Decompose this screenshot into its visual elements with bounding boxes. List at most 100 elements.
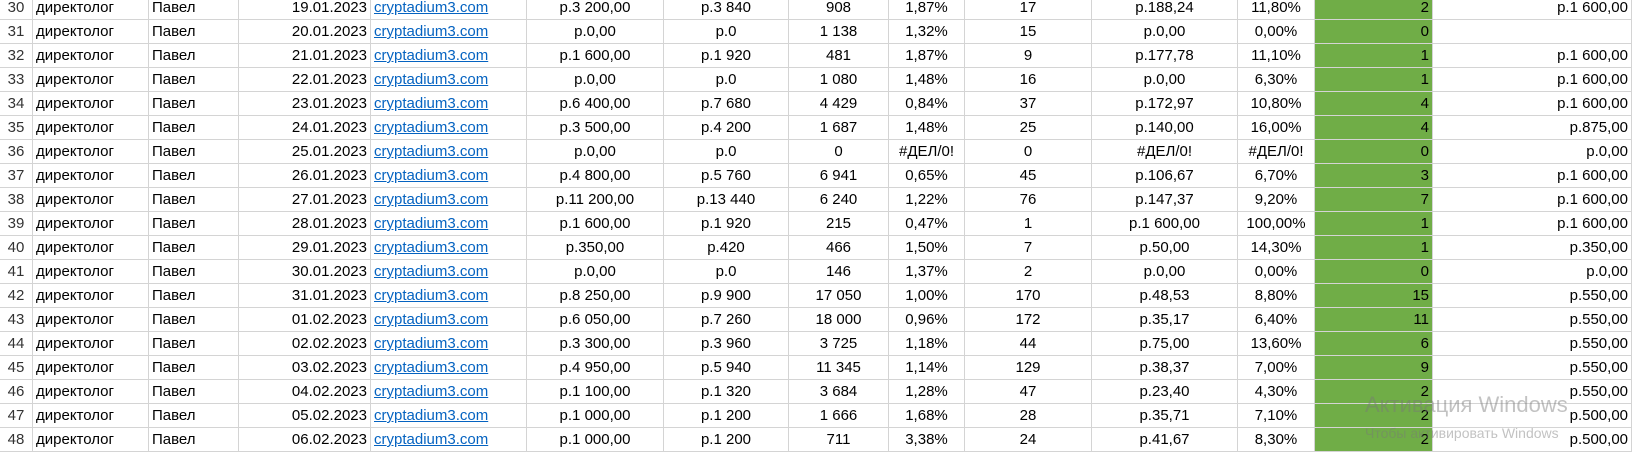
cell-leads: 76 (965, 188, 1092, 212)
cell-sales: 4 (1315, 92, 1433, 116)
cell-leads: 28 (965, 404, 1092, 428)
cell-role: директолог (33, 356, 149, 380)
cell-cpl: р.0,00 (1092, 68, 1238, 92)
cell-clicks: 1 138 (789, 20, 889, 44)
cell-conv: 7,10% (1238, 404, 1315, 428)
cell-link[interactable]: cryptadium3.com (371, 212, 527, 236)
cell-ctr: 0,84% (889, 92, 965, 116)
cell-total: р.13 440 (664, 188, 789, 212)
cell-conv: 11,80% (1238, 0, 1315, 20)
cell-cpl: р.38,37 (1092, 356, 1238, 380)
cell-price: р.1 600,00 (1433, 188, 1632, 212)
cell-ctr: 1,50% (889, 236, 965, 260)
cell-link[interactable]: cryptadium3.com (371, 68, 527, 92)
cell-conv: 6,30% (1238, 68, 1315, 92)
cell-leads: 44 (965, 332, 1092, 356)
cell-date: 19.01.2023 (239, 0, 371, 20)
cell-name: Павел (149, 92, 239, 116)
cell-role: директолог (33, 164, 149, 188)
cell-date: 29.01.2023 (239, 236, 371, 260)
cell-spend: р.3 200,00 (527, 0, 664, 20)
cell-total: р.5 760 (664, 164, 789, 188)
row-number: 43 (0, 308, 33, 332)
cell-link[interactable]: cryptadium3.com (371, 332, 527, 356)
cell-link[interactable]: cryptadium3.com (371, 260, 527, 284)
cell-sales: 1 (1315, 212, 1433, 236)
cell-link[interactable]: cryptadium3.com (371, 308, 527, 332)
cell-spend: р.4 950,00 (527, 356, 664, 380)
cell-link[interactable]: cryptadium3.com (371, 44, 527, 68)
cell-sales: 1 (1315, 44, 1433, 68)
cell-clicks: 481 (789, 44, 889, 68)
cell-spend: р.0,00 (527, 20, 664, 44)
cell-clicks: 0 (789, 140, 889, 164)
cell-ctr: 1,18% (889, 332, 965, 356)
cell-ctr: 1,48% (889, 116, 965, 140)
cell-link[interactable]: cryptadium3.com (371, 284, 527, 308)
cell-sales: 0 (1315, 140, 1433, 164)
watermark-subtitle: Чтобы активировать Windows (1365, 425, 1559, 441)
cell-link[interactable]: cryptadium3.com (371, 116, 527, 140)
cell-ctr: #ДЕЛ/0! (889, 140, 965, 164)
cell-name: Павел (149, 332, 239, 356)
cell-date: 05.02.2023 (239, 404, 371, 428)
row-number: 48 (0, 428, 33, 452)
cell-spend: р.0,00 (527, 68, 664, 92)
cell-name: Павел (149, 44, 239, 68)
cell-name: Павел (149, 188, 239, 212)
cell-conv: 11,10% (1238, 44, 1315, 68)
cell-ctr: 0,96% (889, 308, 965, 332)
cell-name: Павел (149, 236, 239, 260)
cell-cpl: р.172,97 (1092, 92, 1238, 116)
cell-conv: 7,00% (1238, 356, 1315, 380)
cell-price: р.1 600,00 (1433, 164, 1632, 188)
cell-name: Павел (149, 68, 239, 92)
cell-link[interactable]: cryptadium3.com (371, 404, 527, 428)
cell-name: Павел (149, 20, 239, 44)
cell-clicks: 146 (789, 260, 889, 284)
cell-spend: р.1 000,00 (527, 428, 664, 452)
cell-conv: 8,30% (1238, 428, 1315, 452)
row-number: 36 (0, 140, 33, 164)
cell-name: Павел (149, 284, 239, 308)
cell-date: 20.01.2023 (239, 20, 371, 44)
cell-date: 23.01.2023 (239, 92, 371, 116)
cell-link[interactable]: cryptadium3.com (371, 356, 527, 380)
cell-cpl: р.0,00 (1092, 260, 1238, 284)
cell-link[interactable]: cryptadium3.com (371, 236, 527, 260)
cell-link[interactable]: cryptadium3.com (371, 140, 527, 164)
row-number: 41 (0, 260, 33, 284)
cell-cpl: р.41,67 (1092, 428, 1238, 452)
cell-clicks: 466 (789, 236, 889, 260)
cell-total: р.7 680 (664, 92, 789, 116)
cell-conv: 14,30% (1238, 236, 1315, 260)
row-number: 47 (0, 404, 33, 428)
cell-ctr: 1,37% (889, 260, 965, 284)
cell-name: Павел (149, 260, 239, 284)
cell-conv: 10,80% (1238, 92, 1315, 116)
cell-cpl: р.48,53 (1092, 284, 1238, 308)
cell-total: р.0 (664, 68, 789, 92)
cell-date: 26.01.2023 (239, 164, 371, 188)
cell-conv: 6,40% (1238, 308, 1315, 332)
cell-link[interactable]: cryptadium3.com (371, 92, 527, 116)
cell-ctr: 1,32% (889, 20, 965, 44)
cell-total: р.1 920 (664, 44, 789, 68)
cell-cpl: р.35,71 (1092, 404, 1238, 428)
cell-price: р.550,00 (1433, 308, 1632, 332)
cell-date: 02.02.2023 (239, 332, 371, 356)
cell-link[interactable]: cryptadium3.com (371, 164, 527, 188)
cell-conv: 6,70% (1238, 164, 1315, 188)
cell-ctr: 0,47% (889, 212, 965, 236)
cell-link[interactable]: cryptadium3.com (371, 20, 527, 44)
cell-date: 21.01.2023 (239, 44, 371, 68)
cell-conv: 16,00% (1238, 116, 1315, 140)
cell-link[interactable]: cryptadium3.com (371, 380, 527, 404)
cell-price: р.350,00 (1433, 236, 1632, 260)
cell-spend: р.0,00 (527, 260, 664, 284)
cell-link[interactable]: cryptadium3.com (371, 0, 527, 20)
cell-link[interactable]: cryptadium3.com (371, 188, 527, 212)
cell-link[interactable]: cryptadium3.com (371, 428, 527, 452)
cell-name: Павел (149, 380, 239, 404)
cell-name: Павел (149, 428, 239, 452)
